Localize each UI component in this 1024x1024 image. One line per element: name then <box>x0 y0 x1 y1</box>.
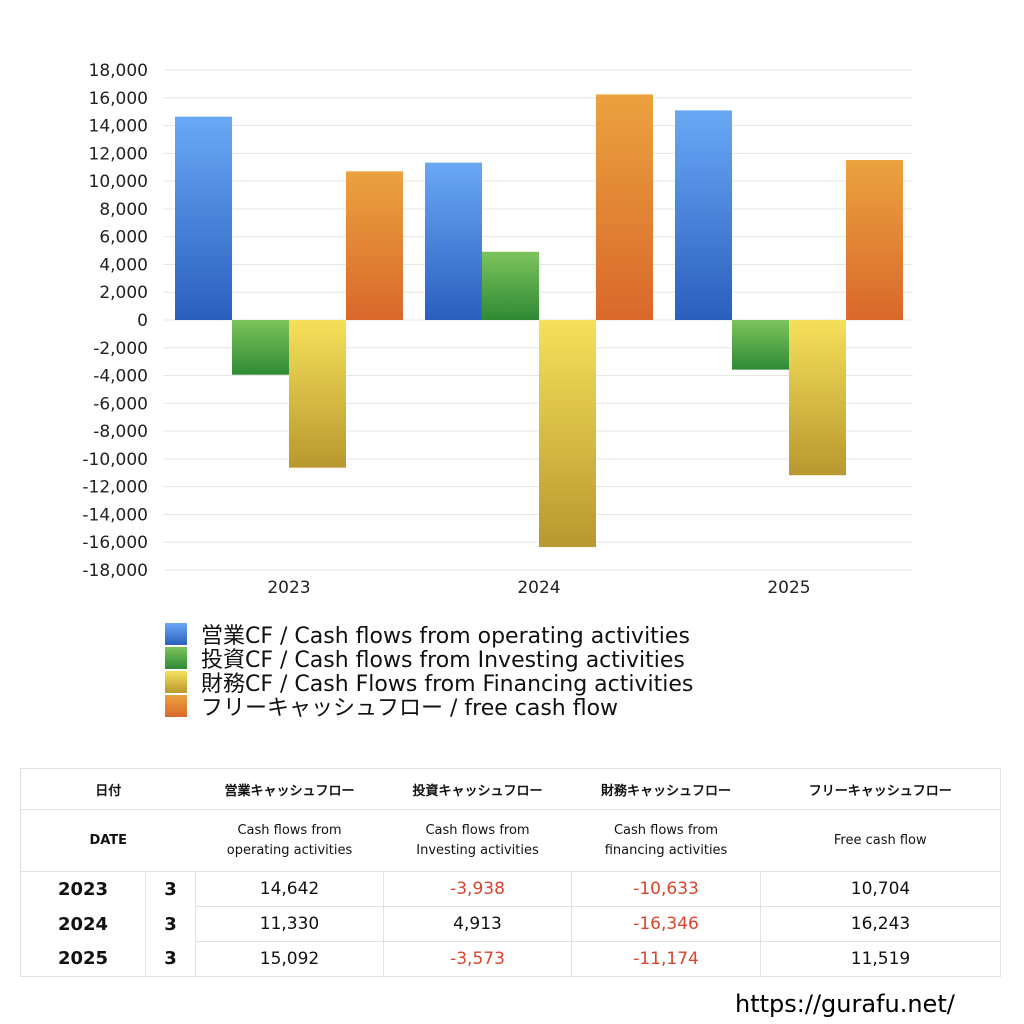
bar-investing-2025 <box>732 320 789 370</box>
header-operating-en-line2: operating activities <box>226 842 353 858</box>
row-financing: -16,346 <box>571 906 762 942</box>
bar-operating-2023 <box>175 116 232 320</box>
row-month: 3 <box>144 871 197 907</box>
table-row: 2024 3 11,330 4,913 -16,346 16,243 <box>20 906 1002 942</box>
header-operating-en: Cash flows from operating activities <box>195 809 384 872</box>
bar-operating-2025 <box>675 110 732 320</box>
legend-swatch-operating <box>165 623 187 645</box>
row-investing: -3,938 <box>383 871 573 907</box>
y-tick-label: 4,000 <box>99 255 148 275</box>
row-financing: -10,633 <box>571 871 762 907</box>
header-investing-en-line1: Cash flows from <box>425 822 530 838</box>
y-tick-label: 6,000 <box>99 228 148 248</box>
bar-financing-2023 <box>289 320 346 468</box>
bar-operating-2024 <box>425 162 482 320</box>
y-tick-label: 2,000 <box>99 283 148 303</box>
row-year: 2024 <box>20 906 146 942</box>
legend-label-financing: 財務CF / Cash Flows from Financing activit… <box>201 672 694 697</box>
source-url: https://gurafu.net/ <box>735 990 955 1018</box>
bar-free-2023 <box>346 171 403 320</box>
y-tick-label: -6,000 <box>93 394 148 414</box>
legend-item-free: フリーキャッシュフロー / free cash flow <box>165 694 693 721</box>
x-category-label: 2023 <box>267 578 310 598</box>
y-tick-label: -2,000 <box>93 339 148 359</box>
header-financing-en-line2: financing activities <box>604 842 728 858</box>
legend-swatch-financing <box>165 671 187 693</box>
legend-swatch-free <box>165 695 187 717</box>
header-financing-en: Cash flows from financing activities <box>571 809 761 872</box>
y-tick-label: -12,000 <box>82 478 148 498</box>
cash-flow-table: 日付 営業キャッシュフロー 投資キャッシュフロー 財務キャッシュフロー フリーキ… <box>19 768 1002 977</box>
legend-label-free: フリーキャッシュフロー / free cash flow <box>201 696 619 721</box>
row-month: 3 <box>144 906 197 942</box>
y-tick-label: -8,000 <box>93 422 148 442</box>
table-header-row-en: DATE Cash flows from operating activitie… <box>19 809 1002 872</box>
bar-free-2025 <box>846 160 903 320</box>
row-financing: -11,174 <box>571 941 762 977</box>
header-operating-jp: 営業キャッシュフロー <box>195 768 384 810</box>
y-tick-label: 8,000 <box>99 200 148 220</box>
legend-item-financing: 財務CF / Cash Flows from Financing activit… <box>165 670 693 697</box>
table-header-row-jp: 日付 営業キャッシュフロー 投資キャッシュフロー 財務キャッシュフロー フリーキ… <box>19 768 1002 810</box>
y-axis-ticks: 18,000 16,000 14,000 12,000 10,000 8,000 6,000… <box>82 61 148 581</box>
legend: 営業CF / Cash flows from operating activit… <box>165 622 693 721</box>
header-financing-jp: 財務キャッシュフロー <box>571 768 761 810</box>
y-tick-label: 10,000 <box>89 172 148 192</box>
x-category-label: 2024 <box>517 578 560 598</box>
x-category-label: 2025 <box>767 578 810 598</box>
legend-item-investing: 投資CF / Cash flows from Investing activit… <box>165 646 693 673</box>
bar-financing-2024 <box>539 320 596 548</box>
header-free-jp: フリーキャッシュフロー <box>760 768 1002 810</box>
cash-flow-table-container: 日付 営業キャッシュフロー 投資キャッシュフロー 財務キャッシュフロー フリーキ… <box>19 768 1002 977</box>
bars <box>175 94 903 548</box>
bar-investing-2023 <box>232 320 289 375</box>
header-date-jp: 日付 <box>19 768 196 810</box>
row-free: 11,519 <box>760 941 1002 977</box>
row-free: 10,704 <box>760 871 1002 907</box>
cash-flow-bar-chart: 18,000 16,000 14,000 12,000 10,000 8,000 6,000… <box>82 61 913 598</box>
y-tick-label: 12,000 <box>89 144 148 164</box>
row-year: 2023 <box>20 871 146 907</box>
y-tick-label: -14,000 <box>82 505 148 525</box>
legend-item-operating: 営業CF / Cash flows from operating activit… <box>165 622 693 649</box>
header-free-en: Free cash flow <box>760 809 1002 872</box>
y-tick-label: 18,000 <box>89 61 148 81</box>
table-row: 2023 3 14,642 -3,938 -10,633 10,704 <box>20 871 1002 907</box>
y-tick-label: -10,000 <box>82 450 148 470</box>
row-year: 2025 <box>20 941 146 977</box>
header-date-en: DATE <box>19 809 196 872</box>
y-tick-label: -16,000 <box>82 533 148 553</box>
y-tick-label: 16,000 <box>89 89 148 109</box>
y-tick-label: 0 <box>137 311 148 331</box>
header-investing-en-line2: Investing activities <box>416 842 539 858</box>
bar-free-2024 <box>596 94 653 321</box>
header-investing-jp: 投資キャッシュフロー <box>383 768 572 810</box>
y-tick-label: 14,000 <box>89 117 148 137</box>
table-row: 2025 3 15,092 -3,573 -11,174 11,519 <box>20 941 1002 977</box>
legend-label-investing: 投資CF / Cash flows from Investing activit… <box>201 648 685 673</box>
bar-investing-2024 <box>482 251 539 320</box>
row-free: 16,243 <box>760 906 1002 942</box>
bar-financing-2025 <box>789 320 846 476</box>
y-tick-label: -4,000 <box>93 367 148 387</box>
legend-swatch-investing <box>165 647 187 669</box>
legend-label-operating: 営業CF / Cash flows from operating activit… <box>201 624 690 649</box>
row-operating: 14,642 <box>195 871 385 907</box>
row-investing: 4,913 <box>383 906 573 942</box>
header-operating-en-line1: Cash flows from <box>237 822 342 838</box>
header-investing-en: Cash flows from Investing activities <box>383 809 572 872</box>
row-investing: -3,573 <box>383 941 573 977</box>
x-axis-categories: 2023 2024 2025 <box>267 578 810 598</box>
row-month: 3 <box>144 941 197 977</box>
header-financing-en-line1: Cash flows from <box>613 822 719 838</box>
y-tick-label: -18,000 <box>82 561 148 581</box>
row-operating: 11,330 <box>195 906 385 942</box>
row-operating: 15,092 <box>195 941 385 977</box>
